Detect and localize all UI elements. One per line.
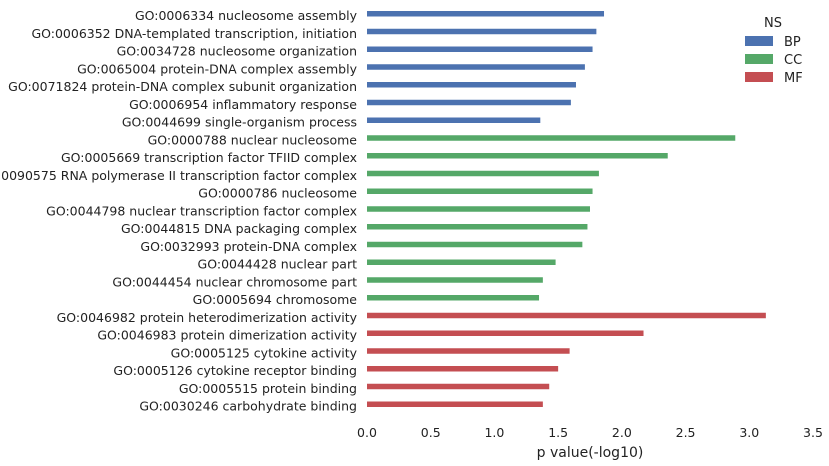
category-label: GO:0044798 nuclear transcription factor … xyxy=(46,203,357,218)
category-label: GO:0005126 cytokine receptor binding xyxy=(113,363,357,378)
bar-cc xyxy=(367,259,556,265)
bar-bp xyxy=(367,11,605,17)
bar-mf xyxy=(367,383,550,390)
category-label: GO:0071824 protein-DNA complex subunit o… xyxy=(8,79,357,94)
category-label: GO:0046982 protein heterodimerization ac… xyxy=(57,310,358,325)
category-label: GO:0005125 cytokine activity xyxy=(171,345,358,360)
bar-cc xyxy=(367,224,588,230)
x-tick-label: 0.0 xyxy=(357,425,377,440)
bar-bp xyxy=(367,82,576,88)
bar-mf xyxy=(367,330,644,336)
bar-cc xyxy=(367,153,668,159)
category-label: GO:0005669 transcription factor TFIID co… xyxy=(61,150,357,165)
legend-swatch-mf xyxy=(745,72,773,82)
bar-mf xyxy=(367,366,559,372)
x-tick-label: 3.5 xyxy=(803,425,823,440)
category-label: GO:0000788 nuclear nucleosome xyxy=(148,132,358,147)
bar-bp xyxy=(367,99,571,106)
x-axis-ticks: 0.0 0.5 1.0 1.5 2.0 2.5 3.0 3.5 xyxy=(357,425,823,440)
legend: NS BP CC MF xyxy=(745,16,803,86)
legend-swatch-bp xyxy=(745,36,773,46)
bars-group xyxy=(367,11,766,407)
bar-bp xyxy=(367,117,541,123)
bar-cc xyxy=(367,188,593,194)
x-axis-label: p value(-log10) xyxy=(537,445,644,461)
category-label: GO:0090575 RNA polymerase II transcripti… xyxy=(0,168,357,183)
bar-cc xyxy=(367,241,583,248)
x-tick-label: 2.5 xyxy=(676,425,696,440)
x-tick-label: 3.0 xyxy=(739,425,759,440)
bar-bp xyxy=(367,64,585,70)
category-label: GO:0000786 nucleosome xyxy=(198,186,357,201)
category-label: GO:0044428 nuclear part xyxy=(198,257,358,272)
bar-bp xyxy=(367,46,593,52)
bar-bp xyxy=(367,28,597,35)
category-labels: GO:0006334 nucleosome assembly GO:0006352… xyxy=(0,8,358,414)
bar-cc xyxy=(367,295,540,301)
category-label: GO:0065004 protein-DNA complex assembly xyxy=(77,61,358,76)
bar-cc xyxy=(367,170,599,177)
x-tick-label: 0.5 xyxy=(421,425,441,440)
bar-cc xyxy=(367,135,736,141)
category-label: GO:0005515 protein binding xyxy=(179,381,357,396)
legend-label-mf: MF xyxy=(784,71,803,86)
category-label: GO:0006352 DNA-templated transcription, … xyxy=(31,26,357,41)
category-label: GO:0046983 protein dimerization activity xyxy=(97,328,357,343)
legend-label-bp: BP xyxy=(784,35,801,50)
category-label: GO:0044454 nuclear chromosome part xyxy=(112,274,357,289)
category-label: GO:0044815 DNA packaging complex xyxy=(121,221,357,236)
legend-swatch-cc xyxy=(745,54,773,64)
bar-mf xyxy=(367,348,570,354)
x-tick-label: 1.5 xyxy=(548,425,568,440)
category-label: GO:0034728 nucleosome organization xyxy=(117,44,357,59)
legend-title: NS xyxy=(764,16,782,31)
bar-mf xyxy=(367,312,766,319)
category-label: GO:0005694 chromosome xyxy=(193,292,358,307)
bar-cc xyxy=(367,277,543,283)
bar-cc xyxy=(367,206,590,212)
category-label: GO:0030246 carbohydrate binding xyxy=(139,399,357,414)
x-tick-label: 1.0 xyxy=(484,425,504,440)
category-label: GO:0006334 nucleosome assembly xyxy=(135,8,358,23)
x-tick-label: 2.0 xyxy=(612,425,632,440)
category-label: GO:0032993 protein-DNA complex xyxy=(140,239,357,254)
category-label: GO:0044699 single-organism process xyxy=(122,115,357,130)
legend-label-cc: CC xyxy=(784,53,802,68)
category-label: GO:0006954 inflammatory response xyxy=(129,97,357,112)
bar-mf xyxy=(367,401,543,407)
